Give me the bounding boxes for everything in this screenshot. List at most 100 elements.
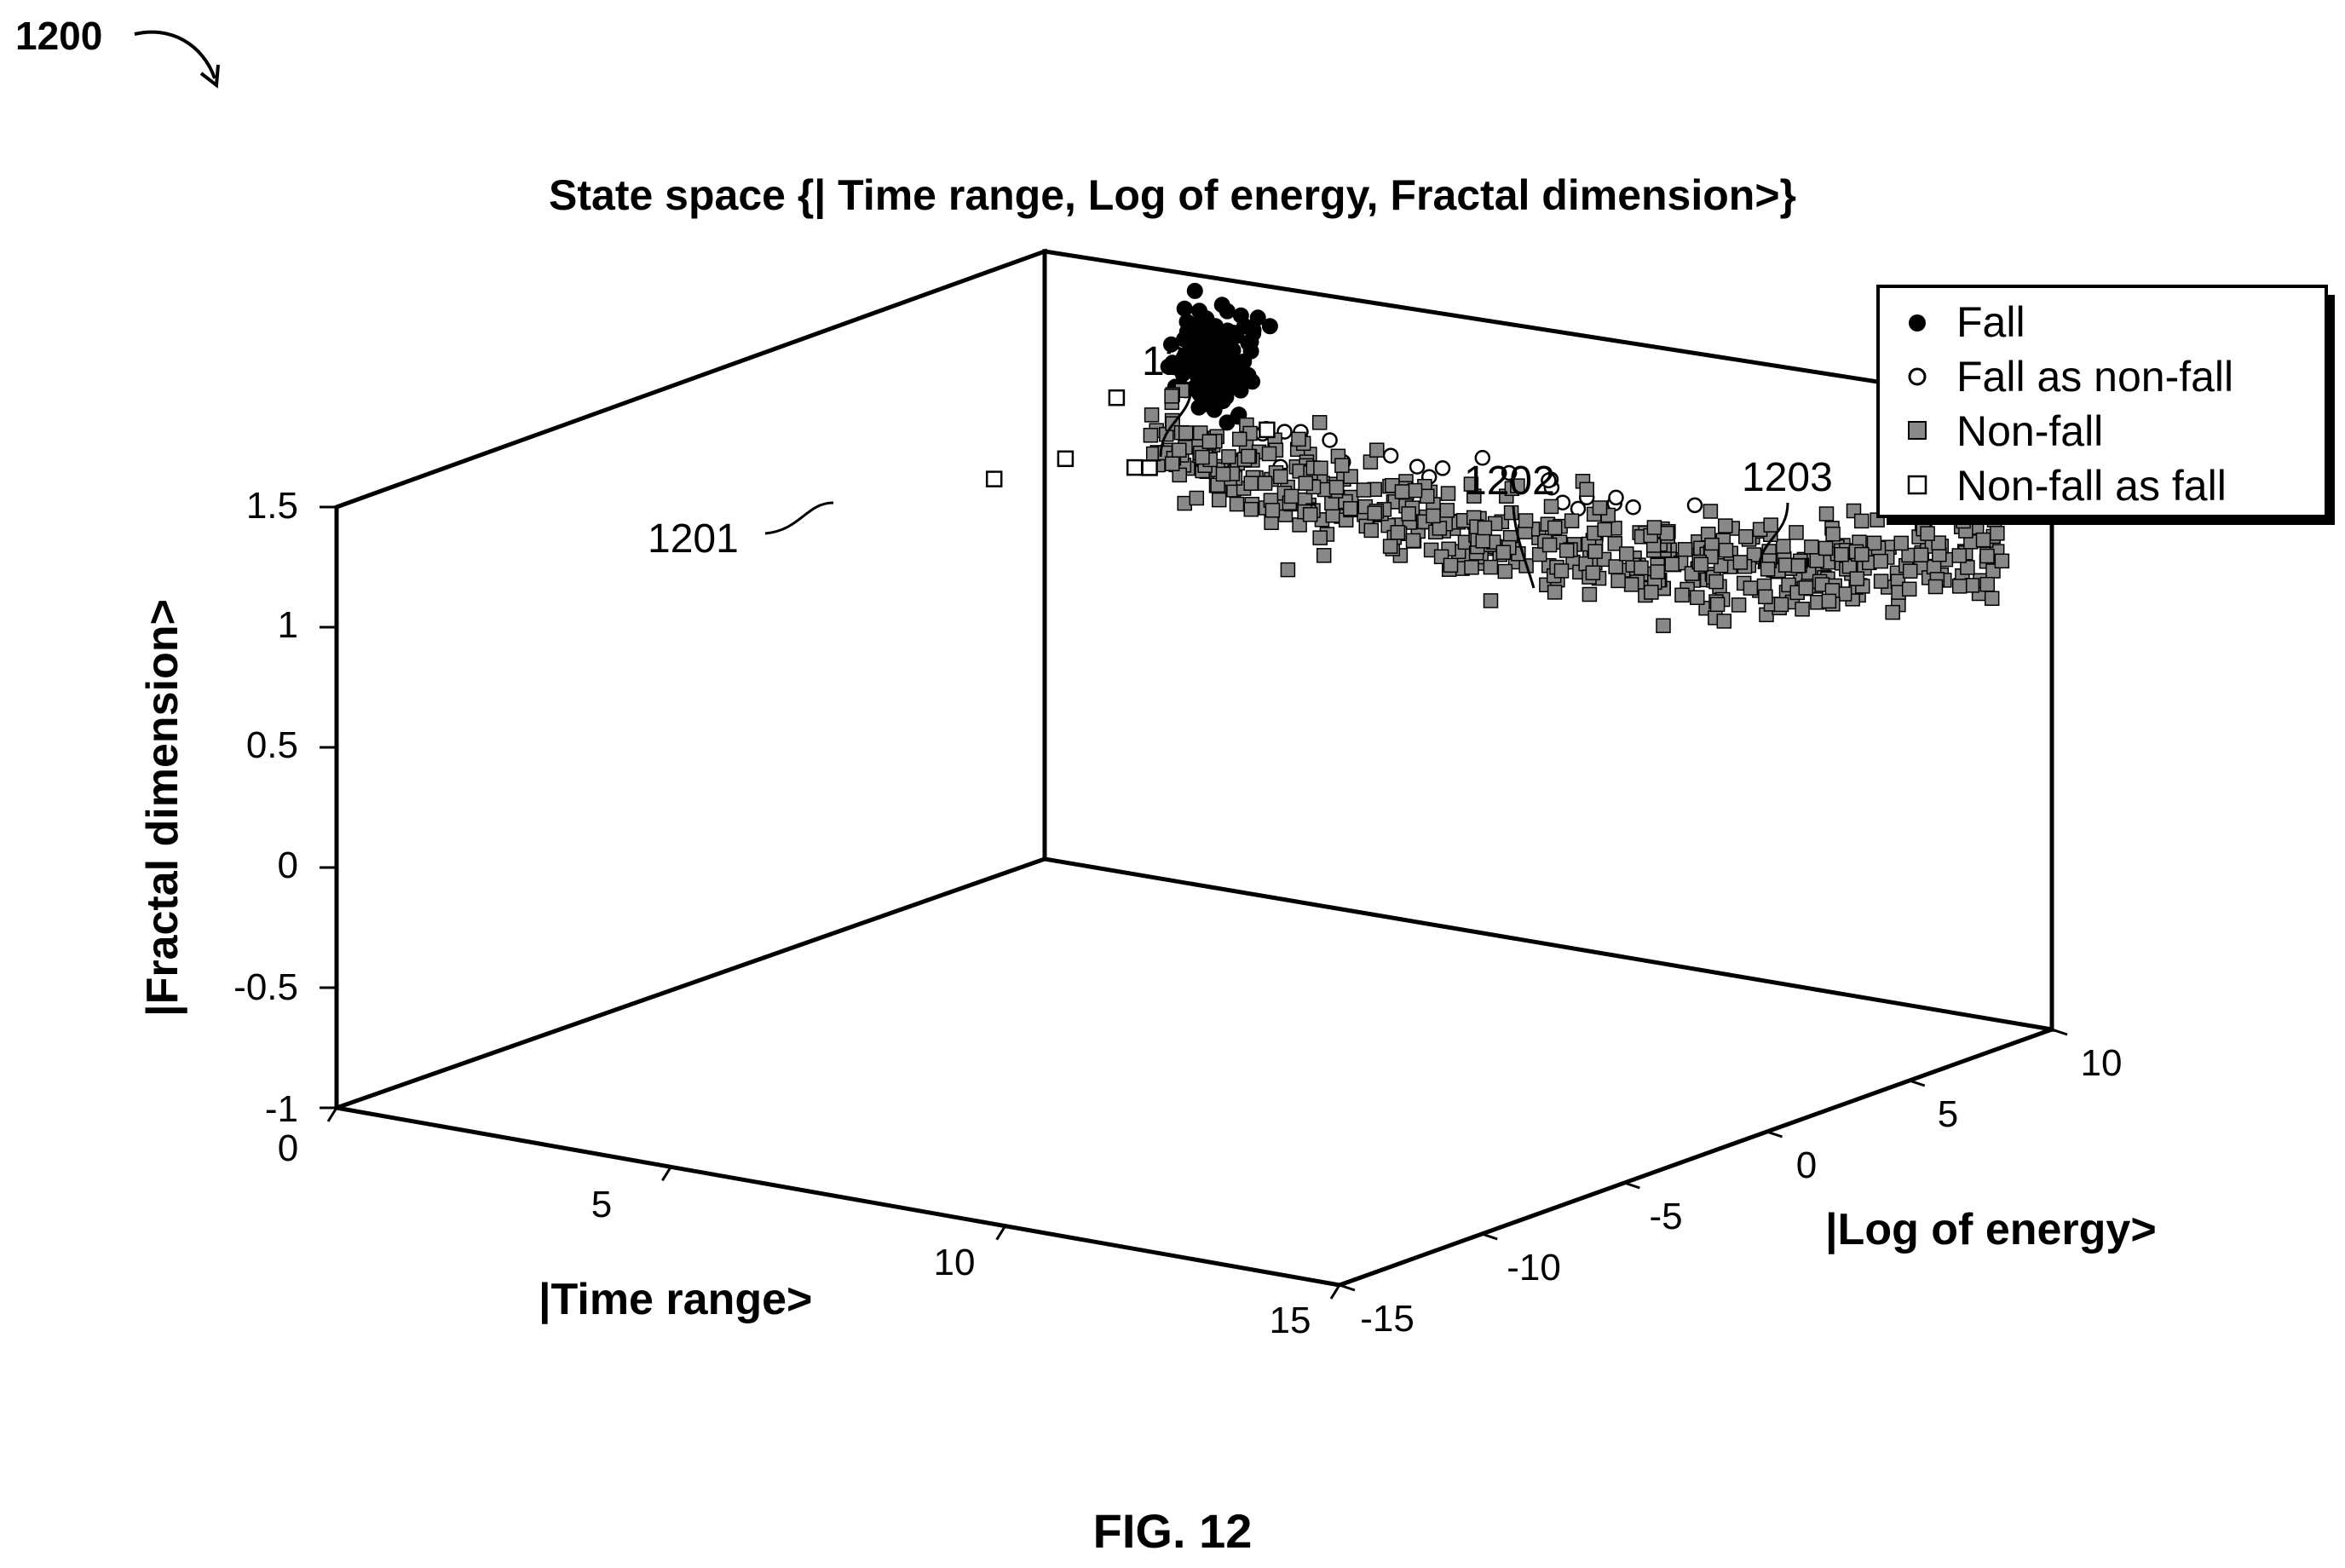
- point-non-fall: [1664, 556, 1680, 572]
- point-non-fall: [1821, 593, 1837, 609]
- point-non-fall-as-fall: [1126, 458, 1144, 476]
- point-non-fall: [1475, 533, 1491, 549]
- point-non-fall: [1564, 513, 1580, 528]
- point-non-fall: [1853, 513, 1870, 529]
- point-fall-as-non-fall: [1625, 499, 1641, 516]
- point-non-fall: [1809, 553, 1825, 568]
- point-non-fall: [1215, 466, 1231, 482]
- point-non-fall: [1312, 530, 1328, 545]
- point-non-fall: [1795, 602, 1810, 617]
- point-non-fall: [1656, 618, 1671, 633]
- y-tick-mark: [2051, 1028, 2068, 1036]
- callout-label-1202: 1202: [1464, 458, 1555, 504]
- point-fall: [1228, 327, 1245, 344]
- y-tick-mark: [1623, 1181, 1640, 1190]
- z-tick-label: -0.5: [233, 966, 298, 1008]
- point-non-fall: [1483, 593, 1499, 608]
- point-non-fall: [1283, 488, 1299, 504]
- z-axis-tick-labels: -1 -0.5 0 0.5 1 1.5: [233, 485, 298, 1130]
- point-non-fall: [1674, 587, 1690, 603]
- point-non-fall: [1328, 480, 1345, 495]
- point-non-fall: [1221, 449, 1236, 464]
- point-fall: [1232, 307, 1249, 324]
- point-non-fall: [1951, 548, 1968, 563]
- point-non-fall: [1241, 448, 1256, 464]
- point-non-fall: [1777, 557, 1794, 573]
- y-tick-mark: [1766, 1130, 1783, 1139]
- point-non-fall: [1873, 574, 1889, 589]
- point-non-fall: [1885, 604, 1900, 620]
- point-fall: [1191, 385, 1208, 402]
- point-fall: [1180, 328, 1197, 345]
- point-non-fall: [1291, 431, 1306, 447]
- x-axis-tick-labels: 0 5 10 15: [278, 1127, 1311, 1341]
- point-non-fall: [1585, 565, 1601, 580]
- point-fall-as-non-fall: [1501, 464, 1518, 481]
- point-non-fall: [1367, 505, 1383, 521]
- point-non-fall: [1926, 559, 1942, 575]
- legend-label-fall: Fall: [1956, 298, 2025, 346]
- point-non-fall: [1718, 542, 1734, 558]
- point-non-fall: [1382, 539, 1398, 554]
- point-non-fall: [1432, 521, 1448, 536]
- point-non-fall: [1280, 562, 1296, 578]
- point-non-fall: [1873, 553, 1888, 569]
- callout-label-1204: 1204: [1142, 339, 1233, 384]
- floor-front-left-edge: [336, 1105, 1340, 1288]
- point-non-fall: [1731, 597, 1747, 613]
- floor-front-right-edge: [1339, 1027, 2053, 1288]
- point-non-fall: [1201, 434, 1218, 449]
- point-non-fall: [1334, 458, 1350, 473]
- point-non-fall: [1547, 520, 1563, 536]
- point-non-fall: [1356, 482, 1372, 498]
- point-non-fall: [1834, 546, 1849, 562]
- point-non-fall: [1172, 442, 1187, 458]
- point-non-fall: [1758, 589, 1773, 605]
- y-tick-label: -15: [1360, 1298, 1414, 1340]
- point-fall: [1205, 324, 1222, 341]
- point-non-fall: [1964, 578, 1980, 593]
- point-non-fall-as-fall: [1141, 459, 1158, 476]
- point-non-fall: [1302, 507, 1318, 522]
- point-non-fall: [1343, 469, 1358, 484]
- point-non-fall-as-fall: [1259, 421, 1276, 439]
- point-fall-as-non-fall: [1382, 447, 1399, 464]
- x-tick-label: 0: [278, 1127, 298, 1169]
- point-non-fall: [1990, 526, 2005, 541]
- z-axis-label: |Fractal dimension>: [138, 599, 187, 1017]
- point-non-fall: [1901, 581, 1917, 597]
- point-non-fall: [1760, 562, 1776, 577]
- point-non-fall: [1633, 560, 1649, 576]
- point-non-fall-as-fall: [1057, 450, 1075, 468]
- point-non-fall: [1543, 499, 1559, 515]
- point-non-fall: [1927, 579, 1944, 595]
- y-tick-mark: [1909, 1079, 1926, 1087]
- point-non-fall: [1229, 496, 1245, 512]
- legend-marker-non-fall: [1908, 421, 1927, 440]
- point-non-fall: [1693, 556, 1709, 573]
- point-non-fall: [1708, 574, 1724, 590]
- point-non-fall: [1264, 515, 1279, 530]
- point-non-fall: [1763, 517, 1778, 533]
- point-non-fall: [1477, 520, 1493, 536]
- point-non-fall: [1243, 476, 1259, 491]
- point-non-fall: [1818, 540, 1834, 556]
- point-non-fall: [1440, 486, 1456, 501]
- legend-label-fall-as-non-fall: Fall as non-fall: [1956, 353, 2233, 401]
- point-non-fall: [1342, 501, 1358, 516]
- point-non-fall-as-fall: [1108, 389, 1126, 406]
- point-non-fall: [1646, 520, 1662, 535]
- z-tick-label: -1: [265, 1088, 298, 1130]
- point-non-fall: [1313, 460, 1328, 476]
- point-non-fall: [1231, 431, 1247, 447]
- point-non-fall: [1164, 389, 1179, 404]
- point-non-fall: [1773, 597, 1789, 613]
- point-non-fall: [1273, 469, 1288, 485]
- point-non-fall: [1325, 508, 1341, 523]
- x-axis-label: |Time range>: [539, 1275, 812, 1324]
- point-non-fall: [1650, 564, 1666, 579]
- y-axis-label: |Log of energy>: [1825, 1205, 2157, 1254]
- point-fall: [1214, 393, 1231, 409]
- point-non-fall: [1401, 506, 1416, 522]
- point-non-fall: [1426, 508, 1441, 524]
